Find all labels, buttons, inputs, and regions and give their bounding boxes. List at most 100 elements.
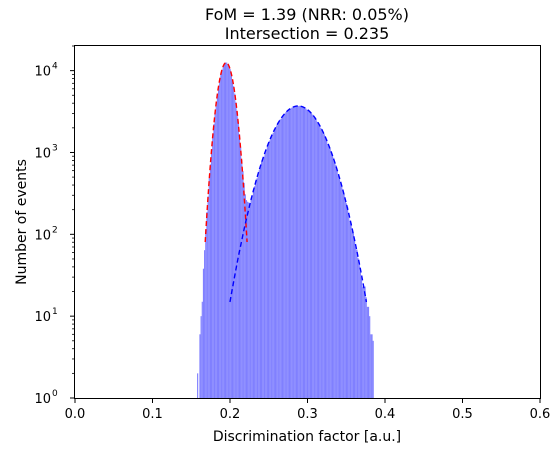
histogram-bar — [290, 108, 292, 398]
histogram-bar — [357, 258, 359, 398]
y-tick-exponent: 0 — [52, 389, 58, 399]
y-tick-exponent: 3 — [52, 143, 58, 153]
histogram-bar — [238, 134, 241, 398]
histogram-bar — [309, 111, 311, 398]
histogram-bar — [256, 178, 258, 398]
histogram-bar — [320, 127, 322, 398]
histogram-bar — [300, 106, 302, 398]
x-axis: 0.0 0.1 0.2 0.3 0.4 0.5 0.6 — [65, 398, 550, 422]
histogram-bar — [270, 137, 272, 398]
histogram-bar — [308, 110, 310, 398]
histogram-bar — [255, 181, 257, 398]
histogram-bar — [262, 159, 264, 398]
x-tick-label: 0.5 — [452, 407, 473, 422]
histogram-bar — [363, 286, 365, 398]
histogram-bar — [215, 102, 217, 398]
histogram-bar — [299, 105, 301, 398]
histogram-bar — [245, 200, 248, 398]
histogram-bar — [313, 116, 315, 398]
histogram-bar — [285, 112, 287, 398]
y-tick-base: 10 — [34, 146, 51, 161]
y-tick-exponent: 1 — [52, 307, 58, 317]
histogram-bar — [217, 86, 220, 398]
histogram-bar — [286, 111, 288, 398]
histogram-bar — [360, 277, 363, 398]
y-tick-exponent: 2 — [52, 225, 58, 235]
histogram-bar — [364, 286, 366, 398]
histogram-bar — [310, 113, 313, 398]
y-tick-base: 10 — [34, 228, 51, 243]
histogram-bar — [226, 62, 228, 398]
histogram-bar — [324, 137, 327, 398]
histogram-bar — [355, 247, 357, 398]
histogram-bar — [316, 121, 318, 398]
histogram-bar — [264, 152, 266, 398]
histogram-bar — [228, 66, 230, 398]
histogram-bar — [263, 156, 265, 398]
histogram-bar — [281, 116, 284, 398]
histogram-bar — [359, 271, 361, 398]
histogram-bar — [287, 110, 289, 398]
histogram-bar — [294, 106, 296, 398]
histogram-bar — [302, 106, 305, 398]
histogram-bar — [231, 79, 234, 398]
histogram-bar — [334, 162, 336, 398]
histogram-bar — [233, 86, 235, 398]
x-tick-label: 0.2 — [220, 407, 241, 422]
histogram-bar — [242, 171, 244, 398]
histogram-bar — [315, 120, 317, 398]
histogram-bar — [212, 136, 214, 398]
y-tick-base: 10 — [34, 65, 51, 80]
histogram-bar — [234, 93, 236, 398]
histogram-bar — [197, 373, 199, 398]
histogram-bar — [331, 154, 334, 398]
histogram-bar — [370, 334, 372, 398]
y-tick-label: 10 — [34, 392, 51, 407]
histogram-bar — [213, 124, 215, 398]
histogram-bar — [207, 196, 209, 398]
histogram-bar — [352, 233, 354, 398]
histogram-bar — [344, 199, 346, 398]
fit-curve-2 — [229, 105, 368, 303]
histogram-bar — [222, 66, 224, 398]
y-tick-base: 10 — [34, 392, 51, 407]
histogram-bar — [216, 93, 218, 398]
histogram-bar — [312, 114, 314, 398]
histogram-bar — [343, 194, 345, 398]
histogram-bar — [365, 297, 367, 398]
histogram-bar — [369, 316, 371, 398]
x-tick-label: 0.3 — [297, 407, 318, 422]
histogram-bar — [295, 105, 298, 398]
histogram-bar — [348, 212, 350, 398]
histogram-bar — [204, 250, 206, 398]
histogram-bar — [223, 64, 225, 398]
histogram-bar — [283, 114, 285, 398]
histogram-bar — [202, 268, 205, 398]
histogram-bar — [206, 212, 208, 398]
histogram-bar — [272, 132, 274, 398]
histogram-bar — [278, 121, 280, 398]
histogram-bar — [250, 197, 252, 398]
histogram-bar — [269, 140, 271, 398]
histogram-bar — [241, 159, 243, 398]
histogram-bar — [358, 264, 360, 398]
histogram-bar — [229, 69, 231, 398]
histogram-bar — [337, 175, 339, 398]
histogram-bar — [214, 112, 216, 398]
histogram-bar — [273, 129, 275, 398]
histogram-bar — [340, 181, 342, 398]
histogram-bar — [305, 108, 307, 398]
histogram-bar — [254, 186, 256, 398]
histogram-bar — [301, 106, 303, 398]
histogram-bar — [259, 166, 261, 398]
histogram-bar — [209, 164, 212, 398]
y-tick-label: 10 — [34, 65, 51, 80]
histogram-bar — [247, 201, 249, 398]
histogram-bar — [288, 108, 291, 398]
histogram-bar — [261, 161, 263, 398]
histogram-bar — [317, 123, 320, 398]
histogram-bar — [208, 178, 210, 398]
histogram-bar — [292, 106, 294, 398]
histogram-bar — [249, 203, 251, 398]
